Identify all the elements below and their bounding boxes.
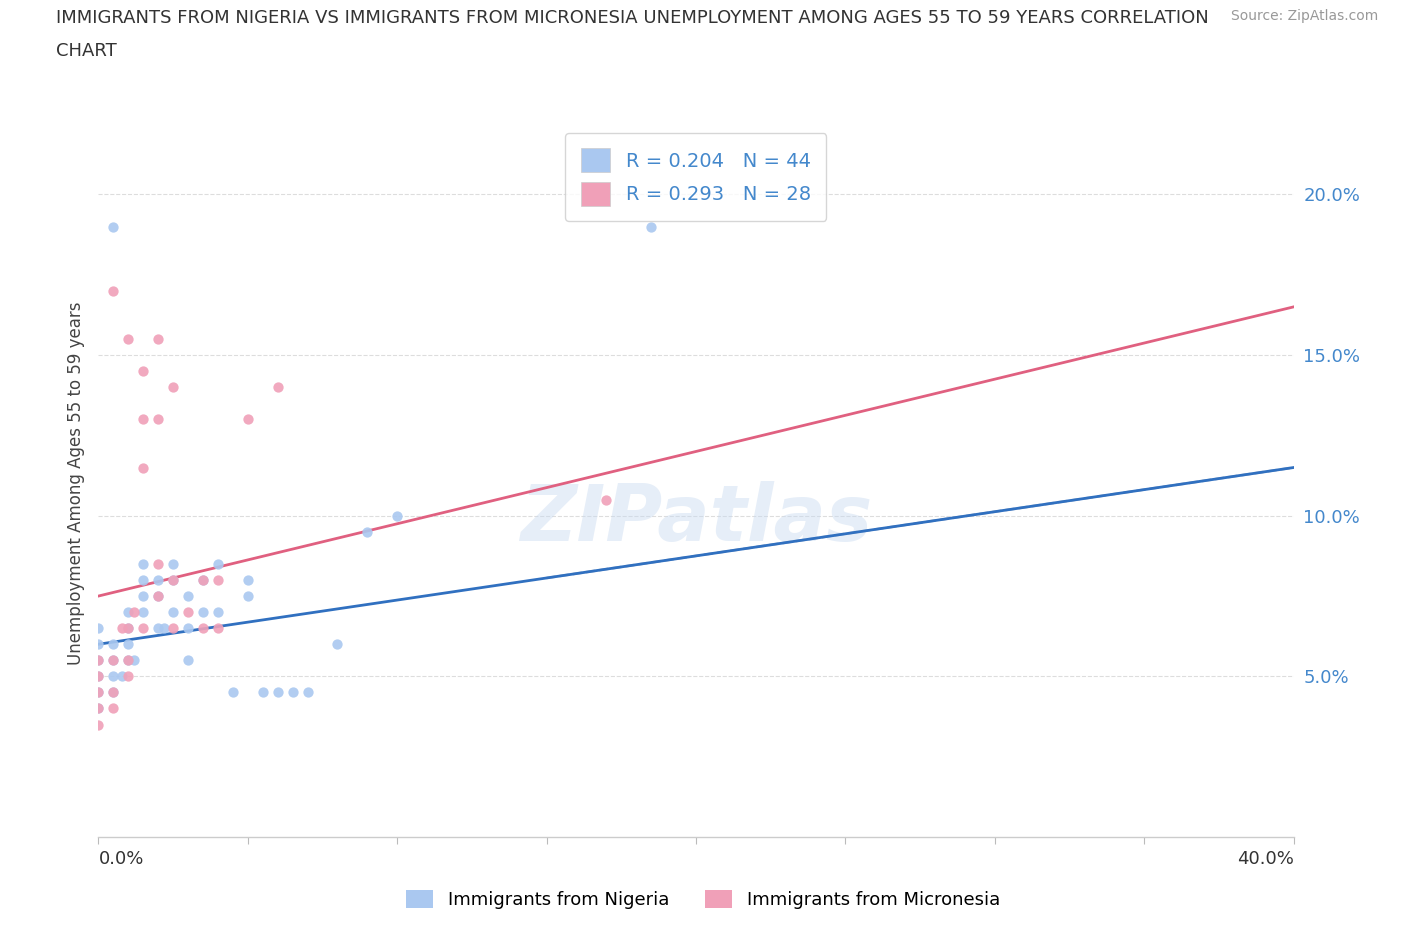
Point — [87, 620, 110, 635]
Point — [117, 620, 139, 635]
Point — [103, 653, 125, 668]
Point — [148, 589, 170, 604]
Point — [191, 573, 214, 588]
Point — [132, 604, 155, 619]
Point — [191, 573, 214, 588]
Point — [236, 412, 259, 427]
Point — [132, 412, 155, 427]
Point — [87, 685, 110, 700]
Text: 0.0%: 0.0% — [98, 850, 143, 868]
Point — [103, 637, 125, 652]
Point — [252, 685, 274, 700]
Point — [177, 620, 200, 635]
Point — [207, 604, 229, 619]
Point — [267, 379, 290, 394]
Point — [356, 525, 378, 539]
Point — [87, 685, 110, 700]
Point — [162, 556, 184, 571]
Point — [87, 701, 110, 716]
Point — [148, 556, 170, 571]
Point — [103, 284, 125, 299]
Point — [103, 701, 125, 716]
Point — [177, 653, 200, 668]
Point — [111, 620, 134, 635]
Text: Source: ZipAtlas.com: Source: ZipAtlas.com — [1230, 9, 1378, 23]
Point — [124, 653, 146, 668]
Legend: Immigrants from Nigeria, Immigrants from Micronesia: Immigrants from Nigeria, Immigrants from… — [399, 883, 1007, 916]
Point — [117, 653, 139, 668]
Point — [117, 653, 139, 668]
Point — [87, 653, 110, 668]
Point — [117, 620, 139, 635]
Point — [132, 620, 155, 635]
Point — [281, 685, 304, 700]
Point — [87, 637, 110, 652]
Point — [87, 669, 110, 684]
Point — [326, 637, 349, 652]
Point — [207, 620, 229, 635]
Point — [148, 620, 170, 635]
Point — [162, 604, 184, 619]
Point — [595, 492, 617, 507]
Point — [162, 573, 184, 588]
Text: IMMIGRANTS FROM NIGERIA VS IMMIGRANTS FROM MICRONESIA UNEMPLOYMENT AMONG AGES 55: IMMIGRANTS FROM NIGERIA VS IMMIGRANTS FR… — [56, 9, 1209, 27]
Point — [132, 460, 155, 475]
Point — [207, 573, 229, 588]
Point — [267, 685, 290, 700]
Point — [385, 509, 409, 524]
Point — [87, 653, 110, 668]
Point — [222, 685, 245, 700]
Point — [87, 701, 110, 716]
Point — [103, 685, 125, 700]
Point — [162, 379, 184, 394]
Point — [117, 637, 139, 652]
Point — [191, 620, 214, 635]
Text: ZIPatlas: ZIPatlas — [520, 481, 872, 557]
Text: CHART: CHART — [56, 42, 117, 60]
Point — [207, 556, 229, 571]
Point — [132, 556, 155, 571]
Point — [117, 669, 139, 684]
Point — [103, 685, 125, 700]
Legend: R = 0.204   N = 44, R = 0.293   N = 28: R = 0.204 N = 44, R = 0.293 N = 28 — [565, 133, 827, 221]
Point — [111, 669, 134, 684]
Point — [148, 412, 170, 427]
Text: 40.0%: 40.0% — [1237, 850, 1294, 868]
Point — [117, 604, 139, 619]
Point — [87, 669, 110, 684]
Point — [177, 589, 200, 604]
Point — [103, 653, 125, 668]
Point — [153, 620, 176, 635]
Y-axis label: Unemployment Among Ages 55 to 59 years: Unemployment Among Ages 55 to 59 years — [66, 302, 84, 665]
Point — [124, 604, 146, 619]
Point — [162, 620, 184, 635]
Point — [236, 589, 259, 604]
Point — [87, 717, 110, 732]
Point — [162, 573, 184, 588]
Point — [297, 685, 319, 700]
Point — [132, 573, 155, 588]
Point — [132, 589, 155, 604]
Point — [103, 669, 125, 684]
Point — [177, 604, 200, 619]
Point — [148, 589, 170, 604]
Point — [640, 219, 662, 234]
Point — [117, 332, 139, 347]
Point — [148, 573, 170, 588]
Point — [191, 604, 214, 619]
Point — [236, 573, 259, 588]
Point — [132, 364, 155, 379]
Point — [148, 332, 170, 347]
Point — [103, 219, 125, 234]
